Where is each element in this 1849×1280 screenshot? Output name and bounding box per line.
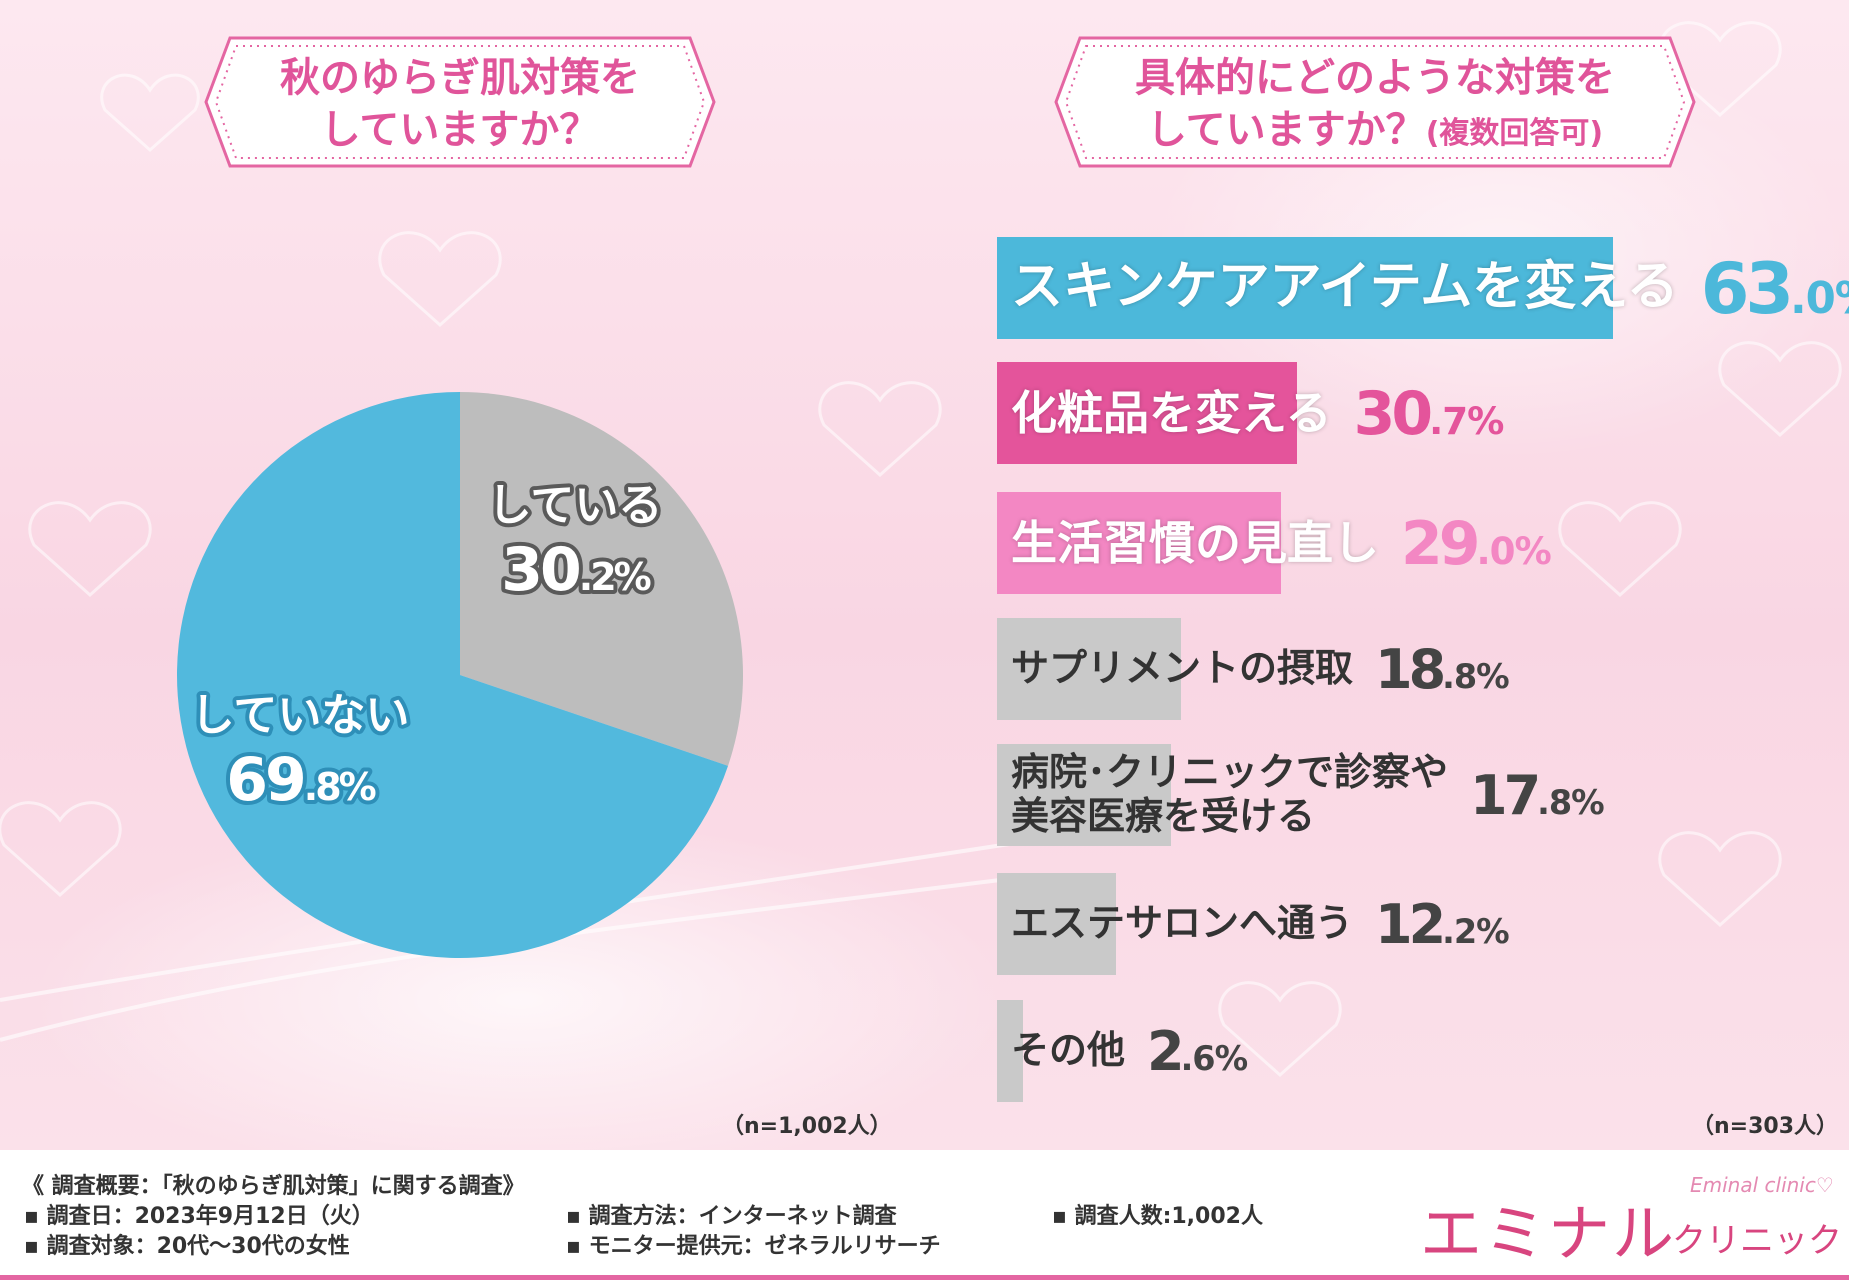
bar-value-int: 12 <box>1375 892 1446 956</box>
bar-fill <box>997 1000 1023 1102</box>
bar-title-tag: 具体的にどのような対策を していますか？(複数回答可) <box>1050 32 1700 172</box>
bar-fill <box>997 618 1181 720</box>
bar-label: 病院･クリニックで診察や 美容医療を受ける <box>1011 751 1448 838</box>
bar-value-dec: .0% <box>1790 273 1849 324</box>
bar-title-line1: 具体的にどのような対策を <box>1135 55 1615 101</box>
pie-slice-label-0: している <box>488 480 663 531</box>
footer-summary: 《 調査概要：「秋のゆらぎ肌対策」に関する調査》 <box>22 1174 525 1199</box>
clinic-logo: エミナル <box>1420 1197 1677 1270</box>
bar-title-line2-small: (複数回答可) <box>1425 116 1604 151</box>
bar-value-dec: .6% <box>1180 1038 1249 1078</box>
bar-value-dec: .8% <box>1537 782 1605 822</box>
bar-fill <box>997 237 1613 339</box>
pie-slice-value-0: 30.2% <box>501 535 650 605</box>
bar-value-int: 30 <box>1353 378 1433 449</box>
pie-title-tag: 秋のゆらぎ肌対策を していますか？ <box>200 32 720 172</box>
bar-label: スキンケアアイテムを変える <box>1011 257 1679 318</box>
bar-value-dec: .8% <box>1442 656 1510 696</box>
pie-slice-0 <box>460 392 743 766</box>
footer-method: ▪ 調査方法：インターネット調査 <box>566 1204 897 1229</box>
pie-title-line2: していますか？ <box>320 107 600 153</box>
bar-value: 29.0% <box>1401 508 1552 579</box>
bar-value-int: 29 <box>1401 508 1480 579</box>
bar-label: 化粧品を変える <box>1011 385 1332 440</box>
bar-value: 17.8% <box>1470 763 1605 827</box>
footer-target: ▪ 調査対象：20代〜30代の女性 <box>24 1234 350 1259</box>
bar-fill <box>997 744 1172 846</box>
bar-label: サプリメントの摂取 <box>1011 646 1354 691</box>
bar-value-int: 17 <box>1470 763 1541 827</box>
footer-count: ▪ 調査人数:1,002人 <box>1052 1204 1263 1229</box>
footer <box>0 1150 1849 1280</box>
footer-bar <box>0 1275 1849 1280</box>
bar-label-line: サプリメントの摂取 <box>1011 646 1354 691</box>
bar-value-dec: .7% <box>1429 398 1504 443</box>
bar-value-int: 2 <box>1147 1019 1185 1083</box>
bar-label-line: 生活習慣の見直し <box>1011 515 1379 570</box>
bar-label: エステサロンへ通う <box>1011 901 1354 946</box>
pie-slice-label-1: していない <box>191 690 410 741</box>
bar-fill <box>997 362 1298 464</box>
bar-label-line: エステサロンへ通う <box>1011 901 1354 946</box>
bar-value: 12.2% <box>1375 892 1510 956</box>
clinic-logo-sub: Eminal clinic♡ <box>1690 1173 1834 1197</box>
bar-label-line: 病院･クリニックで診察や <box>1011 750 1449 795</box>
bar-value-dec: .2% <box>1442 911 1510 951</box>
bar-fill <box>997 873 1117 975</box>
clinic-logo-kana: クリニック <box>1672 1221 1842 1261</box>
bar-label-line: 美容医療を受ける <box>1011 793 1316 838</box>
bar-title-line2: していますか？(複数回答可) <box>1050 104 1700 160</box>
bar-value-dec: .0% <box>1476 528 1552 573</box>
pie-sample-size: （n=1,002人） <box>722 1114 892 1139</box>
bar-value-int: 18 <box>1375 637 1446 701</box>
bar-value: 63.0% <box>1701 248 1849 330</box>
bar-label-line: その他 <box>1011 1028 1126 1073</box>
bar-label-line: 化粧品を変える <box>1011 385 1332 440</box>
bar-fill <box>997 492 1281 594</box>
pie-slice-value-1: 69.8% <box>226 745 375 815</box>
bar-value: 30.7% <box>1353 378 1505 449</box>
footer-date: ▪ 調査日：2023年9月12日（火） <box>24 1204 374 1229</box>
footer-provider: ▪ モニター提供元：ゼネラルリサーチ <box>566 1234 941 1259</box>
bar-label-line: スキンケアアイテムを変える <box>1011 257 1679 318</box>
bar-sample-size: （n=303人） <box>1692 1114 1839 1139</box>
bar-title-line2-main: していますか？ <box>1146 107 1426 153</box>
bar-value: 18.8% <box>1375 637 1510 701</box>
pie-slice-1 <box>177 392 729 959</box>
bar-label: その他 <box>1011 1028 1126 1073</box>
bar-value: 2.6% <box>1147 1019 1249 1083</box>
pie-title-line1: 秋のゆらぎ肌対策を <box>280 55 640 101</box>
bar-value-int: 63 <box>1700 247 1794 330</box>
bar-label: 生活習慣の見直し <box>1011 515 1379 570</box>
